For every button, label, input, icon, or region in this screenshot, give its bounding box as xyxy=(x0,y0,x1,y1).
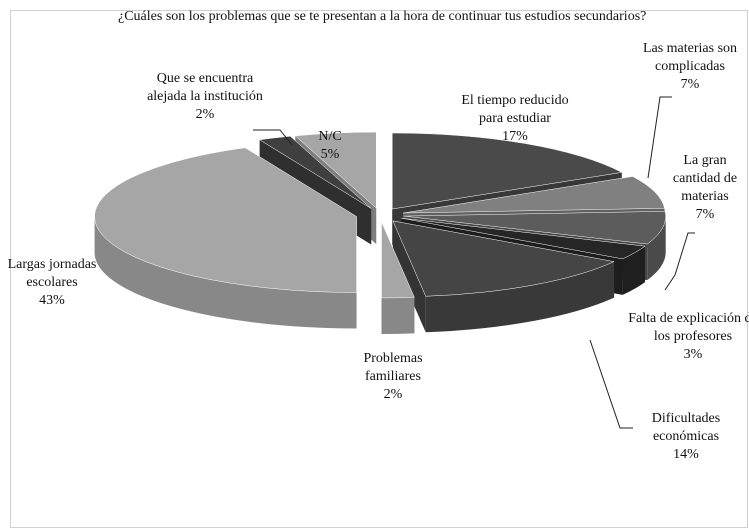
value-label: 7% xyxy=(695,207,715,222)
slice-side xyxy=(622,246,645,295)
category-label: Dificultades económicas xyxy=(651,411,721,444)
slice xyxy=(401,217,646,260)
leader-line xyxy=(664,232,695,291)
value-label: 14% xyxy=(673,447,699,462)
slice-label: El tiempo reducido para estudiar 17% xyxy=(455,92,575,146)
slice xyxy=(403,211,666,245)
category-label: La gran cantidad de materias xyxy=(672,153,738,204)
slice-label: Que se encuentra alejada la institución 2… xyxy=(140,70,270,124)
slice-side xyxy=(647,216,666,281)
category-label: Largas jornadas escolares xyxy=(7,257,97,290)
chart-title: ¿Cuáles son los problemas que se te pres… xyxy=(118,9,647,24)
slice xyxy=(391,132,623,210)
category-label: Falta de explicación de los profesores xyxy=(628,311,749,344)
slice xyxy=(94,147,357,293)
slice-label: Largas jornadas escolares 43% xyxy=(7,256,97,310)
category-label: El tiempo reducido para estudiar xyxy=(461,93,569,126)
value-label: 17% xyxy=(502,129,528,144)
slice-label: Falta de explicación de los profesores 3% xyxy=(628,310,749,364)
category-label: Las materias son complicadas xyxy=(642,41,738,74)
slice xyxy=(381,221,415,299)
value-label: 43% xyxy=(39,293,65,308)
slice-side xyxy=(94,216,357,329)
slice xyxy=(403,176,665,214)
slice-side xyxy=(381,297,415,334)
value-label: 3% xyxy=(683,347,703,362)
category-label: Problemas familiares xyxy=(363,351,423,384)
value-label: 2% xyxy=(195,107,215,122)
value-label: 5% xyxy=(320,147,340,162)
slice xyxy=(294,131,377,209)
slice-side xyxy=(425,261,615,333)
slice xyxy=(258,135,372,209)
chart-frame xyxy=(10,10,748,528)
category-label: N/C xyxy=(318,129,342,144)
slice-edge xyxy=(392,220,426,333)
value-label: 2% xyxy=(383,387,403,402)
leader-line xyxy=(647,96,672,179)
slice-label: Dificultades económicas 14% xyxy=(631,410,741,464)
leader-line xyxy=(253,129,293,146)
slice-label: La gran cantidad de materias 7% xyxy=(660,152,749,224)
value-label: 7% xyxy=(680,77,700,92)
category-label: Que se encuentra alejada la institución xyxy=(147,71,263,104)
leader-line xyxy=(589,339,633,429)
slice-label: Problemas familiares 2% xyxy=(338,350,448,404)
pie xyxy=(94,131,666,334)
slice-label: Las materias son complicadas 7% xyxy=(615,40,749,94)
slice-label: N/C 5% xyxy=(305,128,355,164)
slice xyxy=(392,220,615,297)
